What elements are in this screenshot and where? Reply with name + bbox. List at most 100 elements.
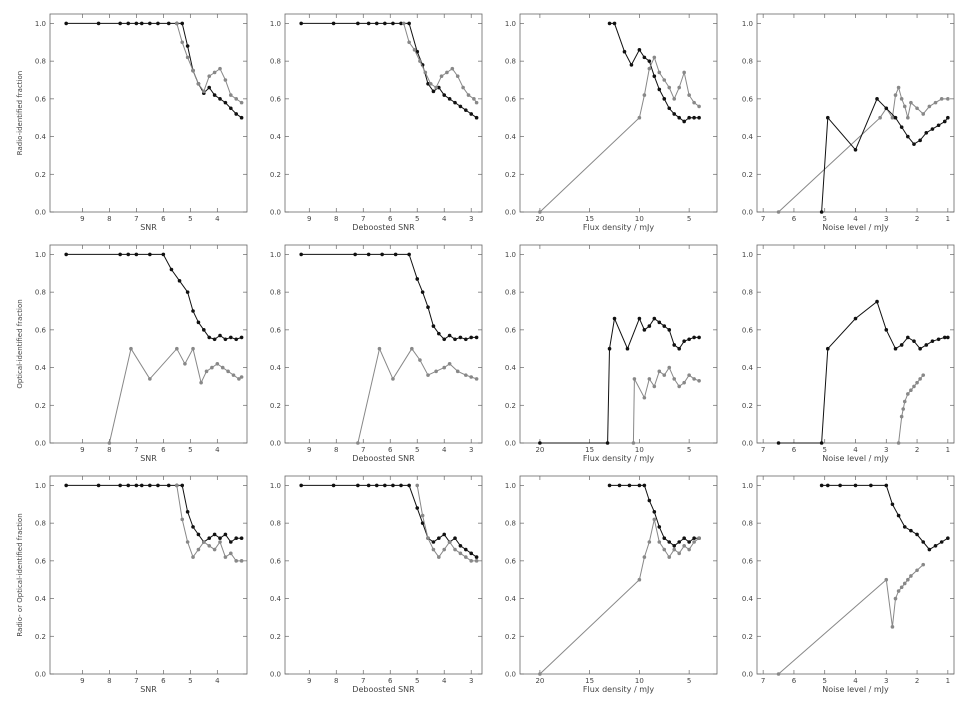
data-point-dark [207, 335, 212, 340]
data-point-dark [662, 97, 667, 101]
data-point-light [896, 85, 901, 90]
data-point-dark [612, 316, 617, 321]
data-point-dark [458, 104, 463, 109]
data-point-dark [366, 483, 371, 488]
data-point-dark [469, 112, 474, 116]
data-point-light [906, 392, 910, 396]
data-point-dark [234, 536, 239, 541]
x-tick-label: 3 [469, 446, 473, 454]
data-point-dark [890, 502, 895, 507]
data-point-light [647, 66, 652, 71]
data-point-dark [869, 483, 873, 488]
data-point-dark [617, 483, 622, 488]
data-point-dark [64, 483, 68, 488]
plot-frame [49, 475, 248, 675]
data-point-light [902, 104, 907, 109]
x-tick-label: 7 [361, 215, 365, 223]
data-point-light [682, 543, 686, 548]
x-tick-label: 5 [687, 215, 691, 223]
y-tick-label: 0.2 [742, 171, 753, 179]
series-line-dark [821, 484, 949, 551]
data-point-dark [156, 21, 160, 26]
y-tick-label: 0.0 [742, 209, 753, 217]
y-tick-label: 0.4 [742, 133, 754, 141]
data-point-light [185, 540, 190, 544]
data-point-dark [458, 335, 463, 340]
data-point-light [223, 555, 228, 559]
x-tick-label: 6 [792, 677, 797, 685]
x-tick-label: 9 [307, 215, 311, 223]
x-tick-label: 9 [80, 446, 84, 454]
data-point-dark [682, 119, 686, 124]
x-axis-label: SNR [140, 685, 157, 694]
data-point-dark [838, 483, 842, 488]
series-line-dark [609, 484, 700, 547]
data-point-light [455, 369, 460, 374]
x-tick-label: 6 [388, 215, 393, 223]
data-point-dark [682, 536, 686, 541]
y-tick-label: 1.0 [742, 20, 753, 28]
panel-r0-c2: 20 15 10 5 0.0 0.2 0.4 0.6 0.8 1.0 Flux density / … [505, 13, 718, 232]
x-tick-label: 6 [161, 215, 166, 223]
x-tick-label: 3 [884, 677, 888, 685]
data-point-dark [946, 335, 950, 340]
data-point-light [410, 346, 414, 351]
data-point-dark [134, 483, 139, 488]
data-point-light [902, 399, 907, 404]
x-tick-label: 6 [161, 677, 166, 685]
x-tick-label: 5 [188, 677, 192, 685]
x-tick-label: 5 [188, 215, 192, 223]
x-tick-label: 20 [535, 446, 544, 454]
y-tick-label: 0.6 [505, 326, 517, 334]
data-point-light [418, 59, 422, 63]
data-point-light [129, 346, 133, 351]
data-point-dark [647, 59, 652, 63]
data-point-light [445, 70, 449, 75]
data-point-light [667, 365, 672, 370]
data-point-light [469, 375, 474, 379]
x-tick-label: 4 [215, 446, 220, 454]
data-point-light [466, 93, 471, 97]
data-point-dark [912, 142, 916, 146]
y-tick-label: 1.0 [35, 482, 46, 490]
y-tick-label: 0.2 [270, 402, 281, 410]
data-point-dark [374, 483, 379, 488]
data-point-dark [677, 346, 681, 351]
data-point-light [469, 559, 474, 563]
data-point-dark [134, 252, 139, 257]
y-tick-label: 1.0 [35, 251, 46, 259]
y-tick-label: 0.4 [270, 133, 282, 141]
data-point-dark [180, 483, 185, 488]
data-point-dark [185, 44, 190, 48]
x-tick-label: 4 [442, 446, 447, 454]
x-tick-label: 5 [687, 677, 691, 685]
data-point-dark [431, 89, 436, 94]
data-point-light [662, 547, 667, 552]
x-tick-label: 7 [361, 677, 365, 685]
data-point-light [175, 21, 179, 26]
data-point-light [212, 70, 217, 75]
data-point-dark [906, 335, 910, 340]
y-tick-label: 0.6 [35, 557, 47, 565]
data-point-light [647, 540, 652, 544]
data-point-light [682, 380, 686, 385]
data-point-dark [442, 93, 447, 97]
x-tick-label: 5 [822, 677, 826, 685]
row-labels: Radio-identified fraction Optical-identif… [16, 71, 24, 637]
x-tick-label: 2 [915, 215, 919, 223]
data-point-light [191, 68, 195, 73]
x-tick-label: 4 [215, 215, 220, 223]
data-point-dark [437, 85, 441, 90]
y-tick-label: 0.0 [35, 440, 46, 448]
data-point-light [234, 559, 239, 563]
data-point-light [652, 517, 657, 522]
data-point-light [231, 373, 236, 377]
data-point-dark [383, 21, 387, 26]
data-point-dark [629, 63, 634, 67]
data-point-light [447, 362, 452, 366]
x-tick-label: 9 [307, 677, 311, 685]
x-tick-label: 20 [535, 215, 544, 223]
data-point-light [202, 540, 206, 544]
y-tick-label: 0.4 [505, 133, 517, 141]
